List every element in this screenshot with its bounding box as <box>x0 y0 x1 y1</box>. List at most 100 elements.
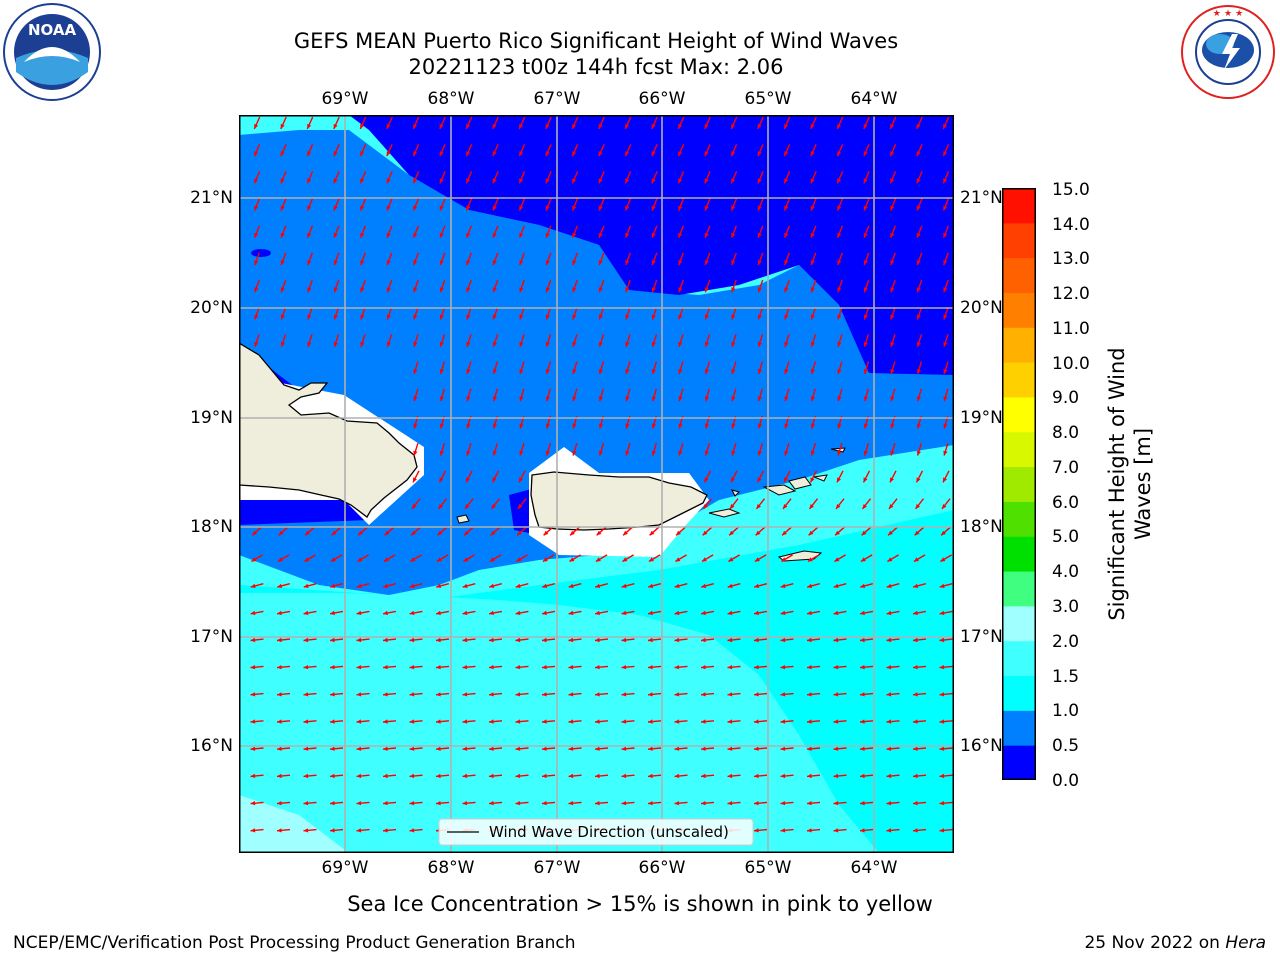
wind-arrow-head <box>545 396 550 402</box>
wind-arrow-head <box>412 504 417 509</box>
wind-arrow-head <box>439 369 444 374</box>
wind-arrow-head <box>250 828 256 833</box>
lat-label-left-17n: 17°N <box>190 627 233 647</box>
wind-arrow-head <box>356 665 362 670</box>
wind-arrow-head <box>754 719 759 724</box>
wind-arrow-head <box>916 287 921 293</box>
wind-arrow-head <box>916 260 921 266</box>
wind-arrow-head <box>307 314 312 320</box>
wind-arrow-head <box>466 341 471 347</box>
wind-arrow-head <box>439 151 444 157</box>
wind-arrow-head <box>360 287 365 293</box>
wind-arrow-head <box>330 828 335 833</box>
cb-tick-13: 13.0 <box>1052 249 1090 269</box>
wind-arrow-head <box>519 314 524 320</box>
wind-arrow-head <box>704 260 709 266</box>
wind-arrow-head <box>833 583 839 588</box>
wind-arrow-head <box>492 178 497 184</box>
wind-arrow-head <box>943 450 948 456</box>
wind-arrow-head <box>860 665 865 670</box>
wind-arrows <box>250 116 953 833</box>
wind-arrow-head <box>651 450 656 456</box>
wind-arrow-head <box>439 423 445 429</box>
wind-arrow-head <box>810 314 815 320</box>
wind-arrow-head <box>307 232 312 238</box>
colorbar-label-line2: Waves [m] <box>1131 427 1155 541</box>
lat-label-right-21n: 21°N <box>960 188 1003 208</box>
wind-arrow-head <box>863 232 868 238</box>
wind-arrow-head <box>784 260 789 266</box>
wind-arrow-head <box>886 610 892 616</box>
colorbar-segment <box>1002 431 1036 468</box>
wind-arrow-head <box>410 557 416 562</box>
wind-arrow-head <box>837 396 842 402</box>
wind-arrow-head <box>834 557 840 562</box>
wind-arrow-head <box>625 178 630 184</box>
wind-arrow-head <box>439 205 444 211</box>
wind-arrow-head <box>251 557 257 562</box>
wind-arrow-head <box>360 260 365 266</box>
wind-arrow-head <box>757 369 762 374</box>
wind-arrow-head <box>648 583 654 588</box>
wind-arrow-head <box>277 746 282 751</box>
wind-arrow-head <box>489 692 494 697</box>
wind-arrow-head <box>890 369 895 374</box>
wind-arrow-head <box>648 557 654 562</box>
wind-arrow-head <box>833 610 839 616</box>
wind-arrow-head <box>890 151 895 157</box>
wind-arrow-head <box>754 773 759 779</box>
wind-arrow-head <box>515 773 521 779</box>
wind-arrow-head <box>729 530 734 536</box>
wind-arrow-head <box>833 719 839 724</box>
wind-arrow-head <box>462 637 468 643</box>
wind-arrow-head <box>651 341 656 347</box>
wind-arrow-head <box>360 123 365 129</box>
wind-arrow-head <box>303 583 309 588</box>
wind-arrow-head <box>886 801 892 806</box>
wind-arrow-head <box>333 123 338 129</box>
wind-arrow-head <box>757 314 762 320</box>
wind-arrow-head <box>542 692 547 697</box>
colorbar-segment <box>1002 501 1036 537</box>
wind-arrow-head <box>598 205 603 211</box>
wind-arrow-head <box>519 151 524 157</box>
wind-arrow-head <box>277 610 282 616</box>
colorbar-segment <box>1002 710 1036 746</box>
wind-arrow-head <box>651 423 657 429</box>
wind-arrow-head <box>307 178 312 184</box>
wind-arrow-head <box>254 205 259 211</box>
wind-arrow-head <box>810 287 815 293</box>
wind-arrow-head <box>939 801 945 806</box>
wind-arrow-head <box>572 341 577 347</box>
wind-arrow-head <box>784 341 789 347</box>
wind-arrow-head <box>386 205 391 211</box>
wind-arrow-head <box>595 583 601 588</box>
wind-arrow-head <box>701 719 706 724</box>
lon-label-bottom-64w: 64°W <box>850 858 898 878</box>
wind-arrow-head <box>492 123 497 129</box>
wind-arrow-head <box>757 341 762 347</box>
wind-arrow-head <box>572 287 577 293</box>
wind-arrow-head <box>333 314 338 320</box>
wind-arrow-head <box>913 557 919 562</box>
wind-arrow-head <box>383 610 388 616</box>
wind-arrow-head <box>651 314 656 320</box>
wind-arrow-head <box>780 692 786 697</box>
wind-arrow-head <box>757 287 762 293</box>
wind-arrow-head <box>413 232 418 238</box>
wind-arrow-head <box>280 287 285 293</box>
cb-tick-4: 4.0 <box>1052 562 1080 582</box>
colorbar-segment <box>1002 605 1036 642</box>
wind-arrow-head <box>542 801 547 806</box>
wind-arrow-head <box>519 396 524 402</box>
wind-arrow-head <box>915 504 920 509</box>
wind-arrow-head <box>386 314 391 320</box>
wind-arrow-head <box>254 178 259 184</box>
wind-arrow-head <box>462 719 468 724</box>
wind-arrow-head <box>913 583 919 588</box>
wind-arrow-head <box>383 583 389 588</box>
wind-arrow-head <box>704 232 709 238</box>
virgin-island-virgin-gorda <box>812 474 828 482</box>
wind-arrow-head <box>254 260 259 266</box>
wind-arrow-head <box>356 610 362 616</box>
